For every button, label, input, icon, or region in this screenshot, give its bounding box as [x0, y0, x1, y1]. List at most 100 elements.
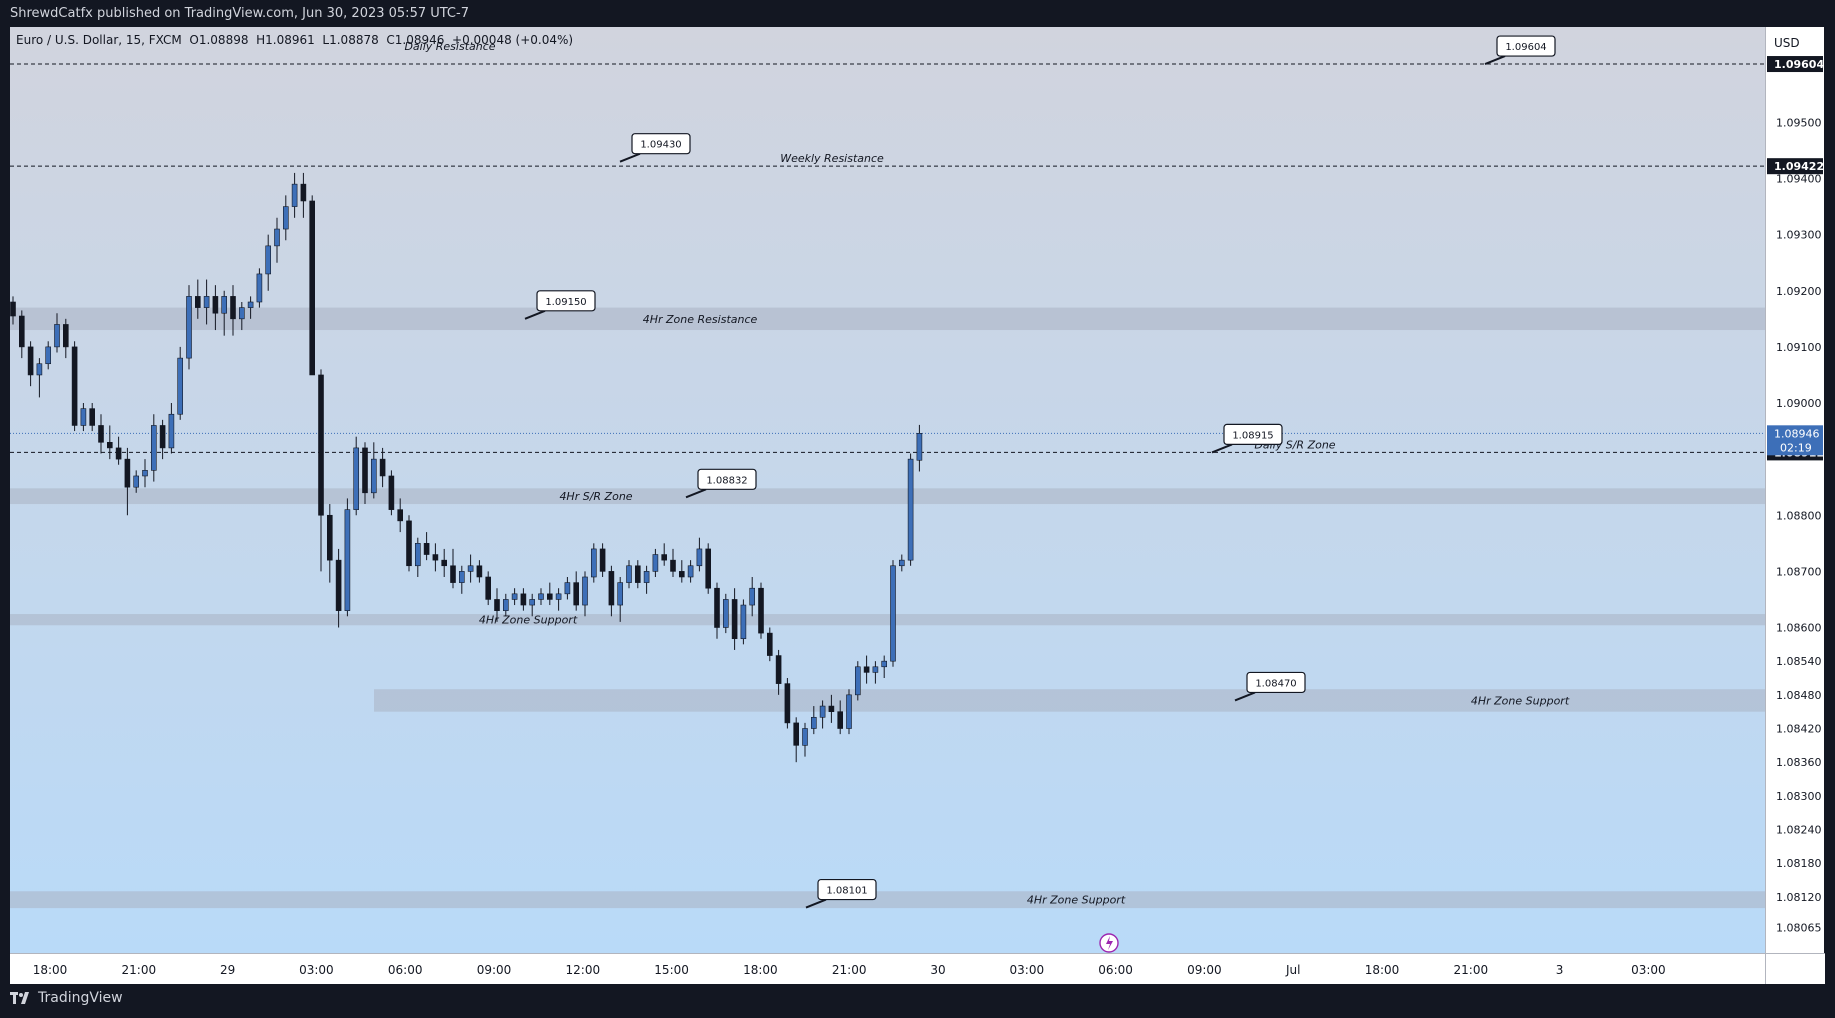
- zone-band: [10, 891, 1765, 909]
- candle: [617, 576, 624, 622]
- time-tick-label: 3: [1556, 963, 1564, 977]
- bullish-candle-body: [802, 728, 808, 746]
- candle: [10, 296, 16, 325]
- bullish-candle-body: [846, 694, 852, 729]
- candle: [458, 565, 465, 594]
- bearish-candle-body: [107, 441, 113, 449]
- candle: [168, 403, 175, 454]
- bullish-candle-body: [617, 582, 624, 606]
- candle: [159, 419, 166, 460]
- candle: [27, 341, 34, 387]
- price-tick-label: 1.08240: [1776, 824, 1822, 837]
- candle: [678, 560, 685, 583]
- bullish-candle-body: [890, 565, 896, 662]
- bearish-candle-body: [634, 565, 641, 583]
- candle: [766, 627, 773, 662]
- candle: [19, 310, 25, 359]
- bearish-candle-body: [115, 447, 122, 460]
- candle: [36, 358, 43, 398]
- bearish-candle-body: [326, 514, 333, 561]
- candle: [890, 560, 896, 667]
- candle: [142, 459, 148, 488]
- bullish-candle-body: [186, 296, 192, 359]
- candle: [837, 700, 844, 735]
- callout-pointer: [685, 488, 707, 499]
- time-axis[interactable]: 18:00 21:00 29 03:00 06:00 09:00 12:00 15:00 18:…: [10, 953, 1765, 984]
- bearish-candle-body: [406, 520, 412, 567]
- bullish-candle-body: [353, 447, 360, 510]
- zone-label: 4Hr Zone Support: [479, 614, 578, 627]
- candle: [546, 582, 553, 606]
- bullish-candle-body: [582, 576, 588, 606]
- candle: [538, 588, 544, 606]
- zone-label: 4Hr Zone Resistance: [643, 313, 758, 326]
- callout-price: 1.09604: [1505, 42, 1546, 53]
- time-tick-label: 12:00: [566, 963, 601, 977]
- bullish-candle-body: [291, 183, 298, 207]
- bearish-candle-body: [837, 711, 844, 729]
- bullish-candle-body: [282, 206, 289, 230]
- price-tick-label: 1.09400: [1776, 173, 1822, 186]
- candle: [388, 470, 395, 516]
- candle: [626, 560, 632, 589]
- candle: [203, 279, 210, 325]
- time-tick-label: 03:00: [1631, 963, 1666, 977]
- chart-plot-area[interactable]: 4Hr Zone Resistance 4Hr S/R Zone 4Hr Zone …: [10, 27, 1765, 953]
- time-tick-label: 06:00: [388, 963, 423, 977]
- horizontal-line-label: Daily Resistance: [404, 40, 495, 53]
- price-tick-label: 1.08540: [1776, 655, 1822, 668]
- price-line-tag-label: 1.09422: [1774, 160, 1824, 173]
- time-tick-label: 09:00: [477, 963, 512, 977]
- bullish-candle-body: [740, 604, 747, 640]
- callout-pointer: [1234, 691, 1256, 702]
- bullish-candle-body: [529, 599, 536, 606]
- bearish-candle-body: [670, 559, 676, 572]
- change-value: +0.00048 (+0.04%): [452, 33, 574, 47]
- price-line-tag-label: 1.09604: [1774, 58, 1824, 71]
- candle: [828, 694, 835, 723]
- candle: [71, 341, 78, 432]
- high-value: H1.08961: [256, 33, 315, 47]
- bullish-candle-body: [907, 458, 914, 561]
- candle: [318, 369, 324, 572]
- candle: [450, 548, 456, 589]
- bearish-candle-body: [599, 548, 606, 572]
- tradingview-footer[interactable]: TradingView: [10, 990, 123, 1006]
- candle: [45, 341, 52, 370]
- bearish-candle-body: [731, 599, 738, 640]
- bearish-candle-body: [573, 582, 580, 606]
- candle: [494, 588, 500, 622]
- callout-pointer: [524, 309, 546, 320]
- candle: [661, 543, 668, 566]
- zone-label: 4Hr Zone Support: [1471, 694, 1570, 707]
- candle: [564, 576, 571, 600]
- bullish-candle-body: [370, 458, 377, 494]
- candle: [758, 582, 764, 639]
- price-line-tag: [1767, 56, 1823, 73]
- bearish-candle-body: [159, 425, 166, 449]
- zone-band: [374, 689, 1765, 712]
- axis-corner: [1765, 953, 1825, 984]
- bullish-candle-body: [54, 324, 60, 348]
- candle: [406, 515, 412, 572]
- bearish-candle-body: [775, 655, 782, 684]
- callout-box: [631, 133, 691, 155]
- price-line-tag: [1767, 158, 1823, 175]
- bullish-candle-body: [898, 559, 905, 567]
- bullish-candle-body: [265, 245, 271, 275]
- bullish-candle-body: [168, 413, 175, 449]
- bearish-candle-body: [10, 301, 16, 317]
- candle: [529, 593, 536, 617]
- candle: [670, 548, 676, 577]
- bearish-candle-body: [27, 346, 34, 376]
- currency-label[interactable]: USD: [1774, 36, 1800, 50]
- bearish-candle-body: [335, 559, 342, 611]
- price-axis[interactable]: USD 1.09500 1.09400 1.09300 1.09200 1.09100 1…: [1765, 27, 1824, 953]
- bearish-candle-body: [397, 509, 404, 522]
- candle: [133, 470, 139, 493]
- callout-pointer: [1211, 443, 1233, 454]
- bullish-candle-body: [467, 565, 474, 572]
- candle: [115, 436, 122, 465]
- candle: [898, 554, 905, 572]
- lightning-event-icon: [1099, 933, 1119, 953]
